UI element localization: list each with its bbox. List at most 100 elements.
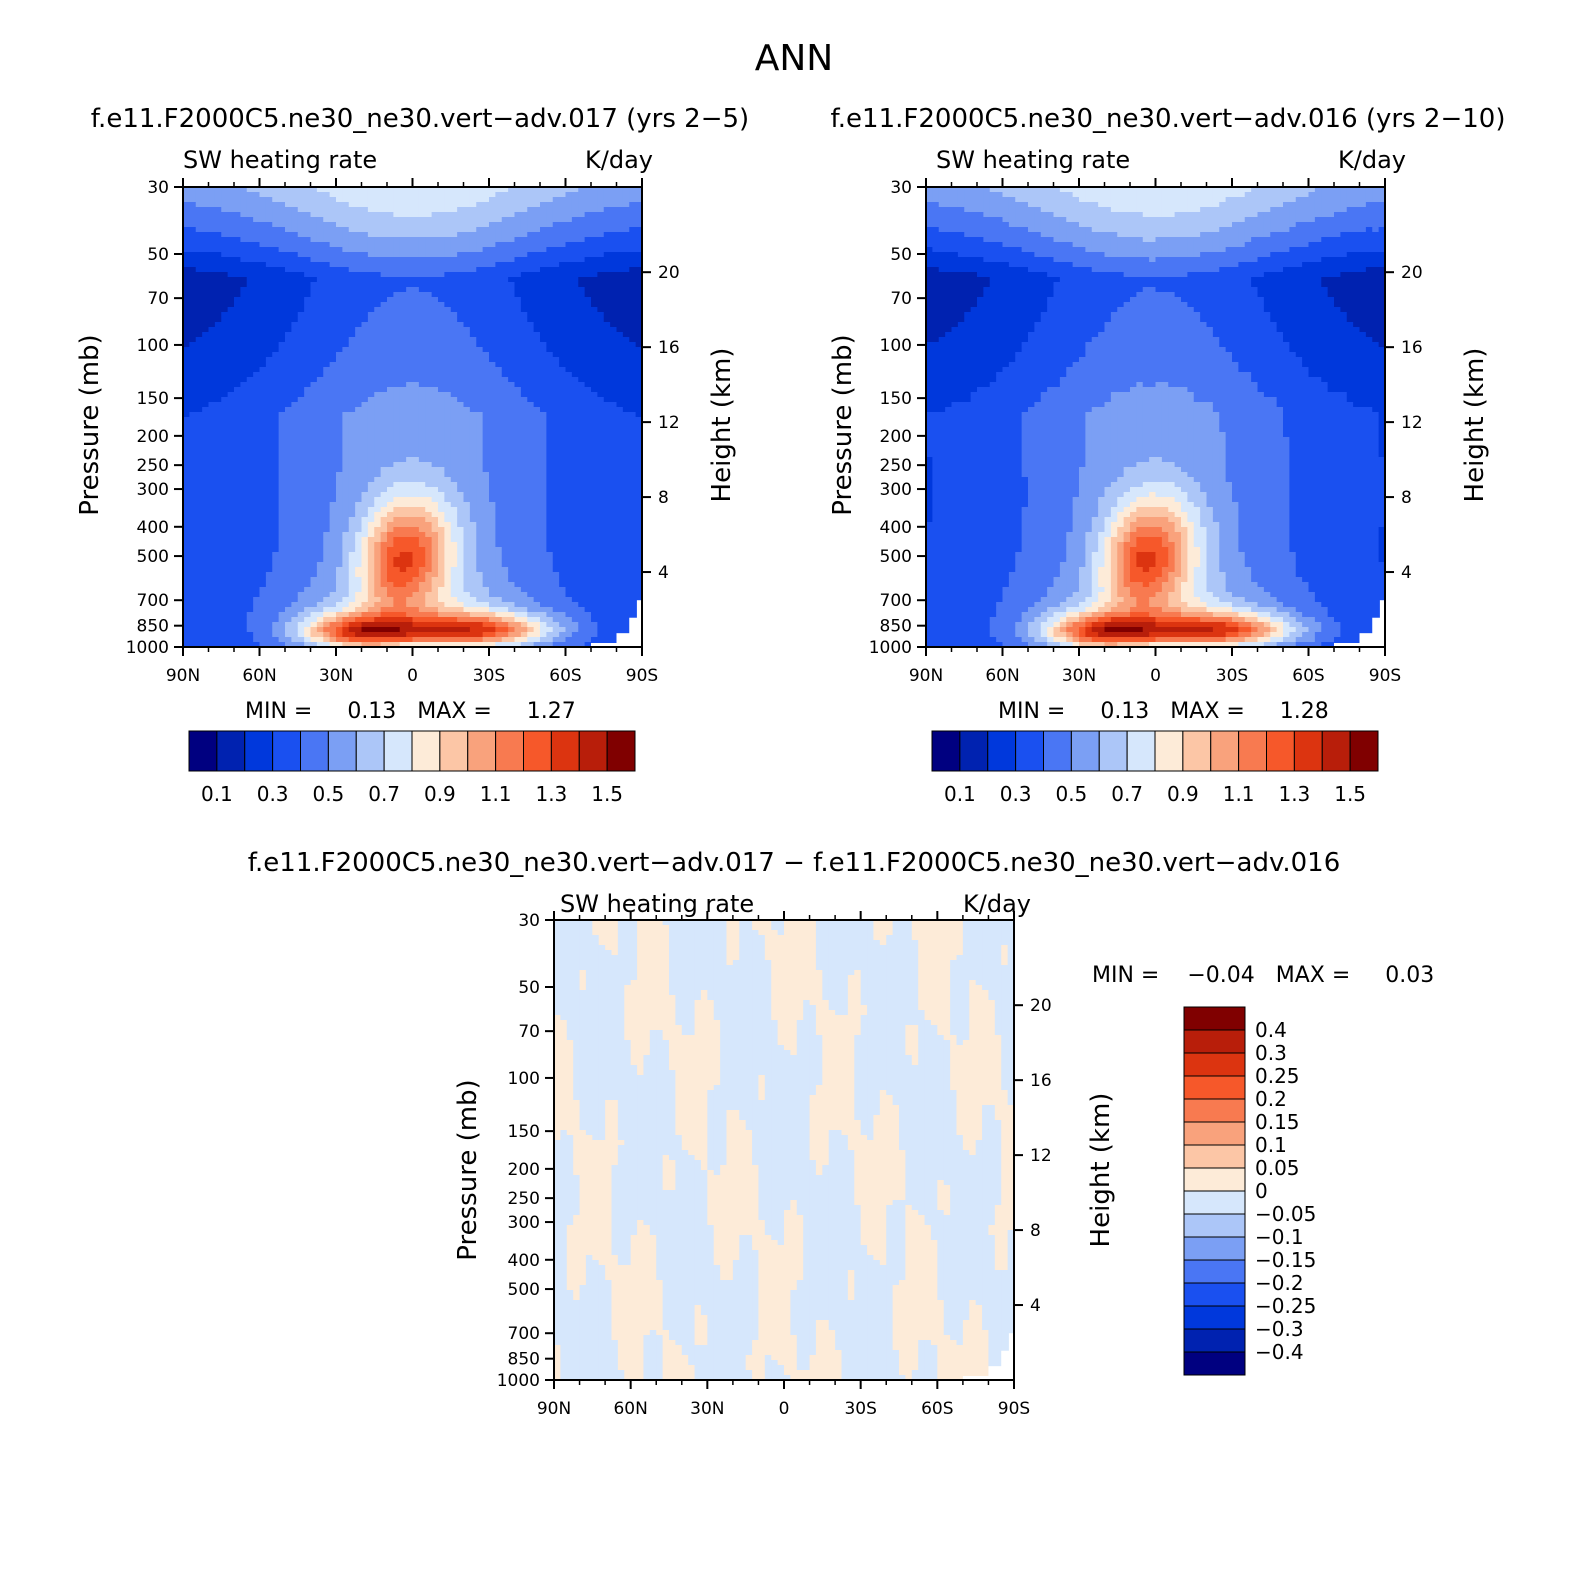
panel-1-cell (189, 197, 197, 203)
panel-1-cell (259, 342, 267, 348)
panel-1-cell (559, 377, 567, 383)
panel-1-cell (552, 482, 560, 488)
panel-1-cell (495, 502, 503, 508)
panel-1-cell (501, 447, 509, 453)
panel-1-cell (495, 297, 503, 303)
panel-1-cell (387, 252, 394, 258)
panel-1-cell (253, 252, 261, 258)
panel-1-cell (278, 392, 286, 398)
panel-1-cell (208, 347, 216, 353)
panel-1-cell (425, 412, 433, 418)
panel-1-cell (272, 452, 280, 458)
panel-1-cell (520, 442, 528, 448)
panel-1-cell (597, 247, 605, 253)
panel-1-cell (565, 272, 573, 278)
panel-1-cell (514, 352, 522, 358)
panel-1-cell (540, 437, 547, 443)
panel-1-cell (571, 327, 579, 333)
panel-1-cell (278, 417, 286, 423)
panel-1-cell (425, 377, 433, 383)
panel-1-cell (221, 272, 229, 278)
panel-1-cell (520, 372, 528, 378)
panel-1-cell (348, 197, 356, 203)
panel-1-cell (323, 377, 331, 383)
panel-1-cell (412, 437, 420, 443)
panel-1-cell (546, 487, 554, 493)
panel-1-cell (520, 247, 528, 253)
panel-1-cell (591, 432, 598, 438)
panel-1-cell (406, 527, 414, 533)
panel-1-cell (412, 417, 420, 423)
panel-1-cell (418, 192, 426, 198)
panel-1-cell (438, 442, 445, 448)
panel-1-cell (246, 242, 254, 248)
panel-1-cell (540, 502, 547, 508)
panel-1-cell (183, 292, 190, 298)
panel-1-cell (559, 372, 567, 378)
panel-1-cell (361, 357, 369, 363)
panel-1-cell (189, 392, 197, 398)
panel-1-cell (310, 332, 318, 338)
panel-1-cell (527, 427, 535, 433)
panel-1-cell (316, 202, 324, 208)
panel-1-cell (418, 397, 426, 403)
panel-1-cell (597, 507, 605, 513)
panel-1-cell (278, 432, 286, 438)
panel-1-cell (469, 272, 477, 278)
panel-1-cell (355, 397, 363, 403)
panel-1-cell (399, 332, 407, 338)
panel-1-cell (355, 192, 363, 198)
panel-1-cell (406, 362, 414, 368)
panel-1-cell (304, 422, 312, 428)
panel-1-cell (514, 322, 522, 328)
panel-1-cell (463, 317, 471, 323)
panel-1-cell (259, 482, 267, 488)
panel-1-cell (616, 307, 624, 313)
panel-1-cell (565, 362, 573, 368)
panel-1-cell (635, 402, 643, 408)
panel-1-cell (208, 492, 216, 498)
panel-1-cell (552, 417, 560, 423)
panel-1-cell (450, 502, 458, 508)
panel-1-cell (501, 327, 509, 333)
panel-1-cell (183, 327, 190, 333)
panel-1-cell (610, 282, 618, 288)
panel-1-cell (591, 462, 598, 468)
panel-1-cell (527, 322, 535, 328)
panel-1-cell (195, 237, 203, 243)
panel-1-cell (342, 227, 350, 233)
panel-1-cell (418, 447, 426, 453)
panel-1-cell (463, 442, 471, 448)
panel-1-cell (214, 267, 222, 273)
panel-1-cell (597, 347, 605, 353)
panel-1-cell (482, 237, 490, 243)
panel-1-cell (495, 317, 503, 323)
panel-1-cell (336, 457, 343, 463)
panel-1-cell (508, 312, 516, 318)
panel-1-cell (265, 287, 273, 293)
panel-1-cell (342, 492, 350, 498)
panel-1-cell (476, 412, 484, 418)
panel-1-cell (323, 367, 331, 373)
panel-1-cell (406, 437, 414, 443)
panel-1-cell (591, 332, 598, 338)
panel-1-cell (533, 362, 541, 368)
panel-1-cell (399, 207, 407, 213)
panel-1-cell (514, 432, 522, 438)
panel-1-cell (361, 242, 369, 248)
panel-1-cell (234, 227, 241, 233)
panel-1-cell (457, 292, 465, 298)
panel-1-cell (482, 487, 490, 493)
panel-1-cell (584, 272, 592, 278)
panel-1-cell (591, 492, 598, 498)
panel-1-cell (265, 282, 273, 288)
panel-1-cell (310, 527, 318, 533)
panel-1-cell (183, 357, 190, 363)
panel-1-cell (227, 452, 235, 458)
panel-1-cell (183, 402, 190, 408)
panel-1-cell (629, 457, 637, 463)
panel-1-cell (629, 357, 637, 363)
panel-1-cell (329, 387, 337, 393)
panel-1-cell (278, 512, 286, 518)
panel-1-cell (578, 417, 586, 423)
